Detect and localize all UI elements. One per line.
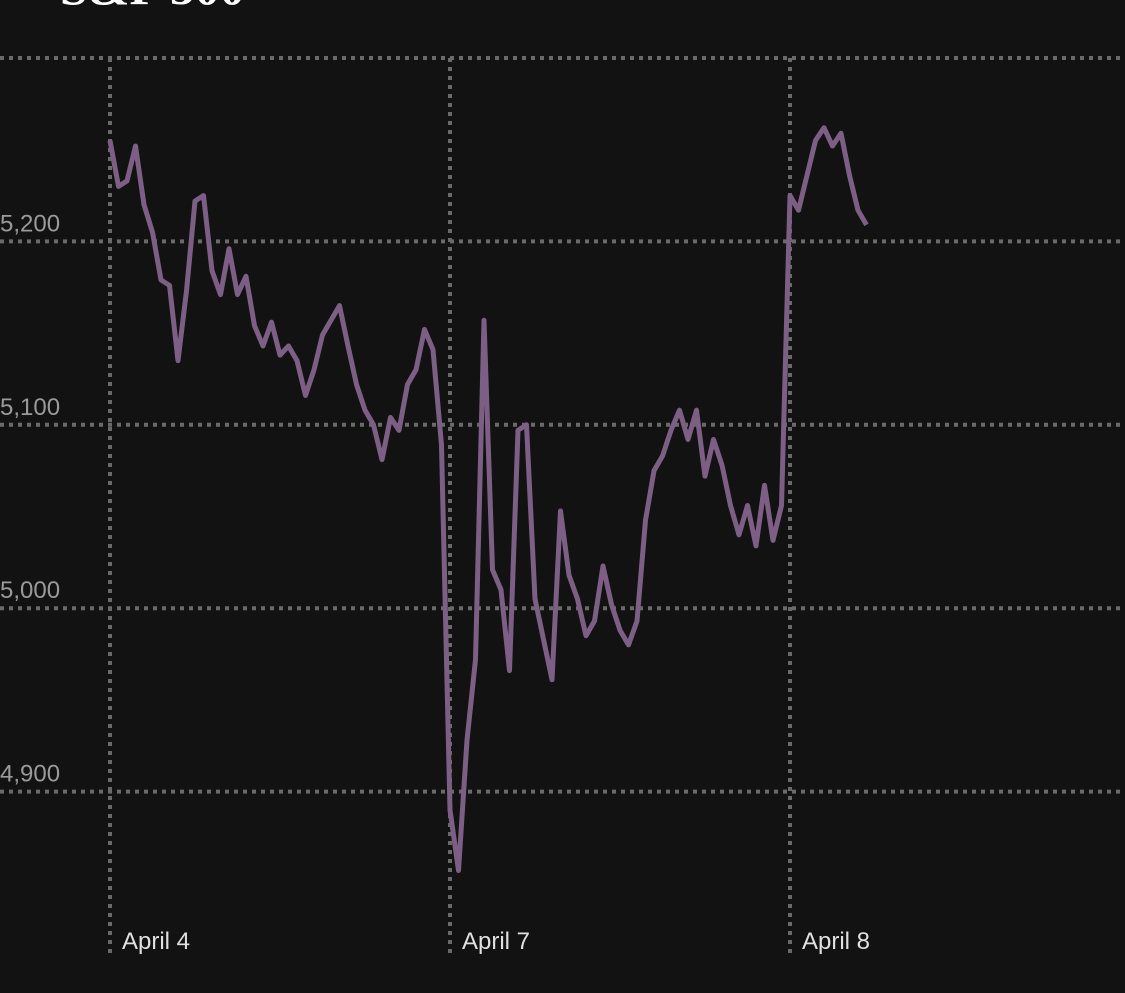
- chart-title: S&P 500: [60, 0, 245, 15]
- x-tick-label: April 7: [462, 928, 530, 955]
- y-tick-label: 5,100: [0, 394, 60, 421]
- price-line: [107, 125, 869, 873]
- x-tick-label: April 8: [802, 928, 870, 955]
- y-tick-label: 5,200: [0, 210, 60, 237]
- y-tick-label: 5,000: [0, 577, 60, 604]
- y-tick-label: 4,900: [0, 761, 60, 788]
- x-tick-label: April 4: [122, 928, 190, 955]
